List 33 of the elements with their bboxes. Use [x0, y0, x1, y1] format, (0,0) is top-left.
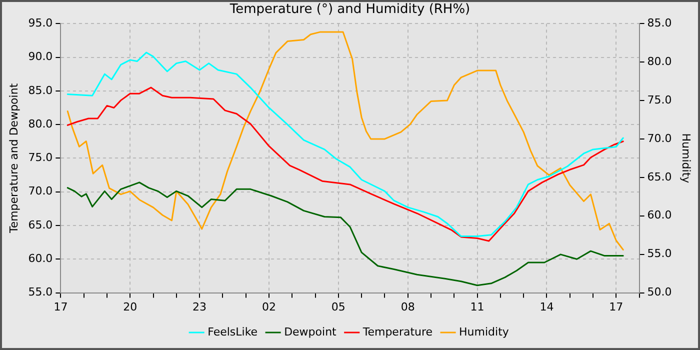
y-tick-label: 60.0	[28, 252, 53, 266]
y-tick-label: 65.0	[28, 218, 53, 232]
x-tick-label: 23	[192, 300, 207, 314]
x-tick-label: 02	[262, 300, 276, 314]
y-tick-label: 95.0	[28, 16, 53, 30]
legend-label: FeelsLike	[208, 325, 258, 338]
legend-label: Temperature	[362, 325, 433, 338]
y-tick-label: 90.0	[28, 50, 53, 64]
y2-tick-label: 65.0	[647, 170, 672, 184]
x-tick-label: 17	[54, 300, 68, 314]
y-tick-label: 70.0	[28, 184, 53, 198]
y-tick-label: 85.0	[28, 84, 53, 97]
chart-title: Temperature (°) and Humidity (RH%)	[228, 2, 470, 18]
y2-axis-title: Humidity	[680, 133, 693, 184]
legend-label: Dewpoint	[284, 325, 338, 338]
y2-tick-label: 60.0	[647, 208, 672, 222]
y2-tick-label: 70.0	[647, 132, 672, 145]
y2-tick-label: 80.0	[647, 54, 672, 68]
y2-tick-label: 50.0	[647, 286, 672, 299]
x-tick-label: 20	[123, 300, 138, 314]
y-tick-label: 75.0	[28, 151, 53, 164]
y-tick-label: 80.0	[28, 117, 53, 130]
y2-tick-label: 55.0	[647, 247, 672, 260]
y-tick-label: 55.0	[28, 286, 53, 299]
y2-tick-label: 85.0	[647, 16, 672, 30]
y-axis-title: Temperature and Dewpoint	[7, 82, 20, 234]
legend-label: Humidity	[459, 325, 510, 338]
x-tick-label: 05	[331, 300, 346, 314]
y2-tick-label: 75.0	[647, 93, 672, 106]
x-tick-label: 08	[400, 300, 415, 314]
x-tick-label: 11	[470, 300, 484, 314]
x-tick-label: 17	[609, 300, 624, 314]
x-tick-label: 14	[540, 300, 554, 314]
